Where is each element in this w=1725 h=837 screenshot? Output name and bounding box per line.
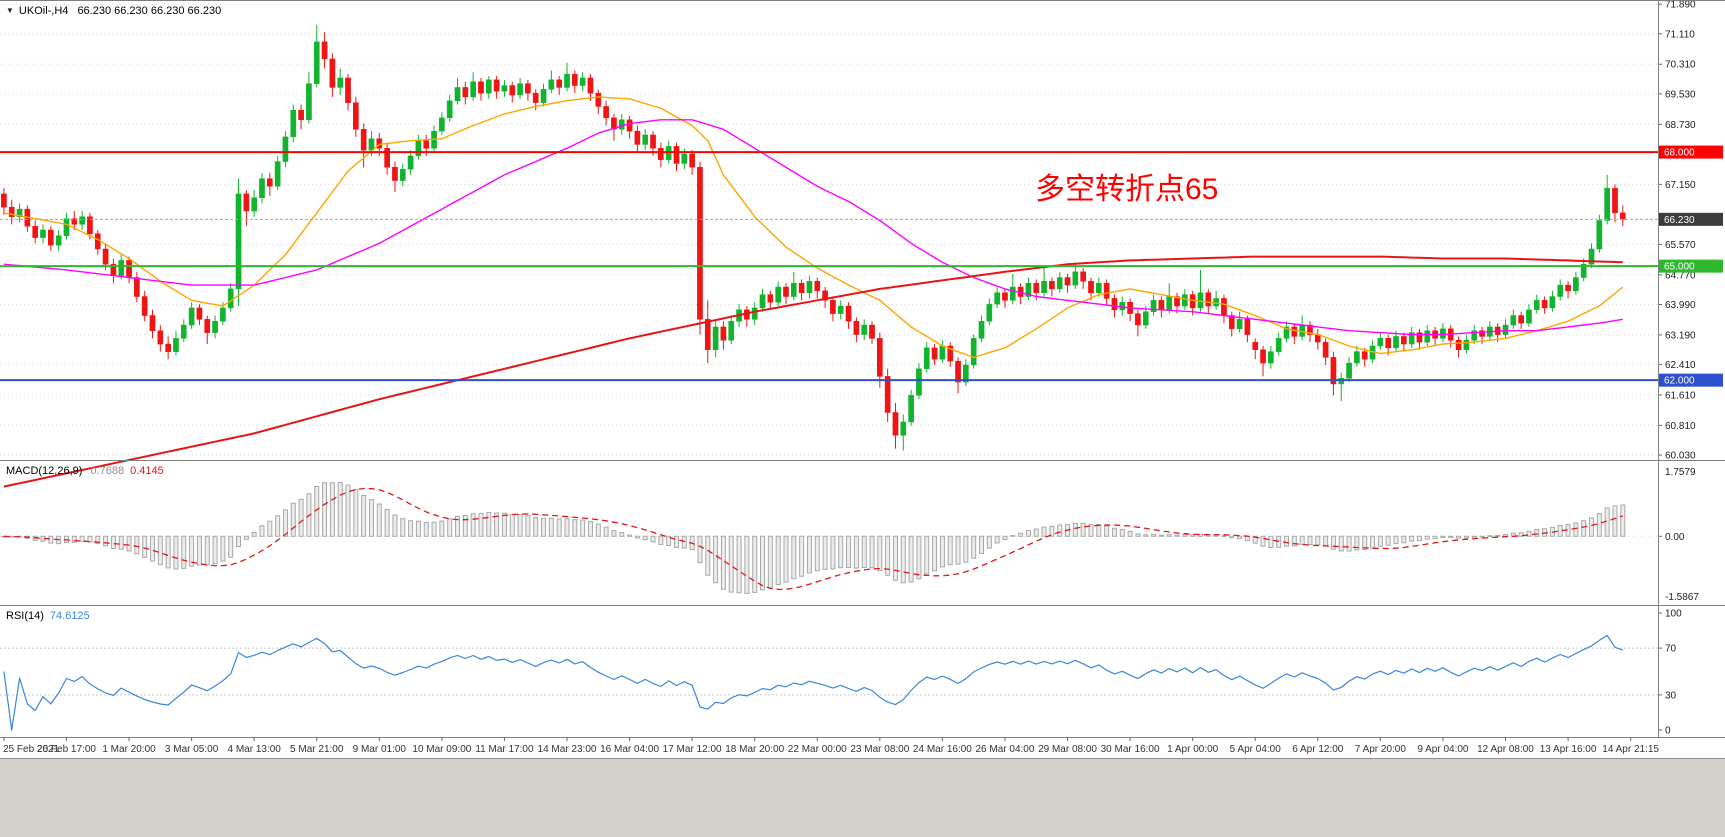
chart-annotation-text[interactable]: 多空转折点65 xyxy=(1035,173,1219,206)
rsi-indicator-label: RSI(14) xyxy=(6,610,44,622)
ohlc-values: 66.230 66.230 66.230 66.230 xyxy=(77,5,222,17)
time-tick-label: 18 Mar 20:00 xyxy=(725,744,784,755)
macd-main-value: 0.7688 xyxy=(90,465,125,477)
time-tick-label: 17 Mar 12:00 xyxy=(663,744,722,755)
macd-tick-label: 1.7579 xyxy=(1665,467,1696,478)
rsi-info-label: RSI(14) 74.6125 xyxy=(6,610,90,622)
price-tick-label: 68.730 xyxy=(1665,120,1696,131)
time-tick-label: 11 Mar 17:00 xyxy=(475,744,534,755)
chart-canvas[interactable]: 71.890 71.110 70.310 69.530 68.730 67.150 65.5… xyxy=(0,0,1725,758)
chart-background xyxy=(0,0,1725,758)
collapse-chart-icon[interactable]: ▼ xyxy=(6,6,14,15)
rsi-tick-label: 100 xyxy=(1665,609,1682,620)
price-tick-label: 70.310 xyxy=(1665,60,1696,71)
level-price-label: 62.000 xyxy=(1664,376,1695,387)
price-axis[interactable] xyxy=(1658,0,1725,737)
time-tick-label: 5 Mar 21:00 xyxy=(290,744,344,755)
level-line-65.000[interactable]: 65.000 xyxy=(0,259,1723,273)
time-tick-label: 29 Mar 08:00 xyxy=(1038,744,1097,755)
time-tick-label: 26 Feb 17:00 xyxy=(37,744,96,755)
time-tick-label: 1 Mar 20:00 xyxy=(102,744,156,755)
bottom-panel-strip xyxy=(0,758,1725,837)
ma-mid-line xyxy=(3,119,1623,336)
time-tick-label: 13 Apr 16:00 xyxy=(1540,744,1597,755)
time-tick-label: 26 Mar 04:00 xyxy=(975,744,1034,755)
time-axis[interactable] xyxy=(0,737,1725,758)
symbol-timeframe-label: UKOil-,H4 xyxy=(18,5,69,17)
time-tick-label: 6 Apr 12:00 xyxy=(1292,744,1344,755)
level-line-62.000[interactable]: 62.000 xyxy=(0,373,1723,387)
price-tick-label: 60.810 xyxy=(1665,421,1696,432)
panel-separators xyxy=(0,0,1725,738)
time-tick-label: 7 Apr 20:00 xyxy=(1355,744,1407,755)
time-tick-label: 25 Feb 2021 xyxy=(3,744,60,755)
level-price-label: 68.000 xyxy=(1664,148,1695,159)
macd-indicator-label: MACD(12,26,9) xyxy=(6,465,83,477)
time-tick-label: 4 Mar 13:00 xyxy=(227,744,281,755)
rsi-value: 74.6125 xyxy=(49,610,90,622)
rsi-tick-label: 70 xyxy=(1665,644,1677,655)
rsi-line xyxy=(3,634,1624,731)
price-tick-label: 61.610 xyxy=(1665,390,1696,401)
time-tick-label: 9 Apr 04:00 xyxy=(1417,744,1469,755)
time-tick-label: 30 Mar 16:00 xyxy=(1101,744,1160,755)
time-tick-label: 5 Apr 04:00 xyxy=(1230,744,1282,755)
time-tick-label: 12 Apr 08:00 xyxy=(1477,744,1534,755)
ma-slow-line xyxy=(3,255,1623,488)
level-price-label: 65.000 xyxy=(1664,262,1695,273)
price-tick-label: 65.570 xyxy=(1665,240,1696,251)
price-tick-label: 62.410 xyxy=(1665,360,1696,371)
price-tick-label: 69.530 xyxy=(1665,89,1696,100)
price-tick-label: 64.770 xyxy=(1665,270,1696,281)
macd-info-label: MACD(12,26,9) 0.7688 0.4145 xyxy=(6,465,164,477)
time-tick-label: 23 Mar 08:00 xyxy=(850,744,909,755)
level-line-68.000[interactable]: 68.000 xyxy=(0,145,1723,159)
price-tick-label: 63.190 xyxy=(1665,330,1696,341)
time-tick-label: 1 Apr 00:00 xyxy=(1167,744,1219,755)
chart-area: 71.890 71.110 70.310 69.530 68.730 67.150 65.5… xyxy=(0,0,1725,758)
rsi-panel-layer xyxy=(0,634,1658,731)
current-price-line: 66.230 xyxy=(0,212,1723,226)
macd-tick-label: 0.00 xyxy=(1665,532,1685,543)
current-price-label: 66.230 xyxy=(1664,215,1695,226)
price-tick-label: 71.110 xyxy=(1665,29,1695,40)
macd-signal-value: 0.4145 xyxy=(130,465,164,477)
price-tick-label: 60.030 xyxy=(1665,451,1696,462)
time-tick-label: 22 Mar 00:00 xyxy=(788,744,847,755)
price-tick-label: 67.150 xyxy=(1665,180,1696,191)
rsi-tick-label: 30 xyxy=(1665,690,1677,701)
rsi-tick-label: 0 xyxy=(1665,726,1671,737)
time-tick-label: 24 Mar 16:00 xyxy=(913,744,972,755)
macd-histogram xyxy=(1,482,1626,594)
time-tick-label: 14 Mar 23:00 xyxy=(538,744,597,755)
macd-tick-label: -1.5867 xyxy=(1665,592,1699,603)
price-tick-label: 63.990 xyxy=(1665,300,1696,311)
time-tick-label: 16 Mar 04:00 xyxy=(600,744,659,755)
price-tick-label: 71.890 xyxy=(1665,0,1696,11)
symbol-info-label: ▼ UKOil-,H4 66.230 66.230 66.230 66.230 xyxy=(6,5,221,17)
time-tick-label: 14 Apr 21:15 xyxy=(1602,744,1659,755)
time-tick-label: 10 Mar 09:00 xyxy=(412,744,471,755)
time-tick-label: 9 Mar 01:00 xyxy=(353,744,407,755)
time-tick-label: 3 Mar 05:00 xyxy=(165,744,219,755)
macd-signal-line xyxy=(3,487,1623,591)
